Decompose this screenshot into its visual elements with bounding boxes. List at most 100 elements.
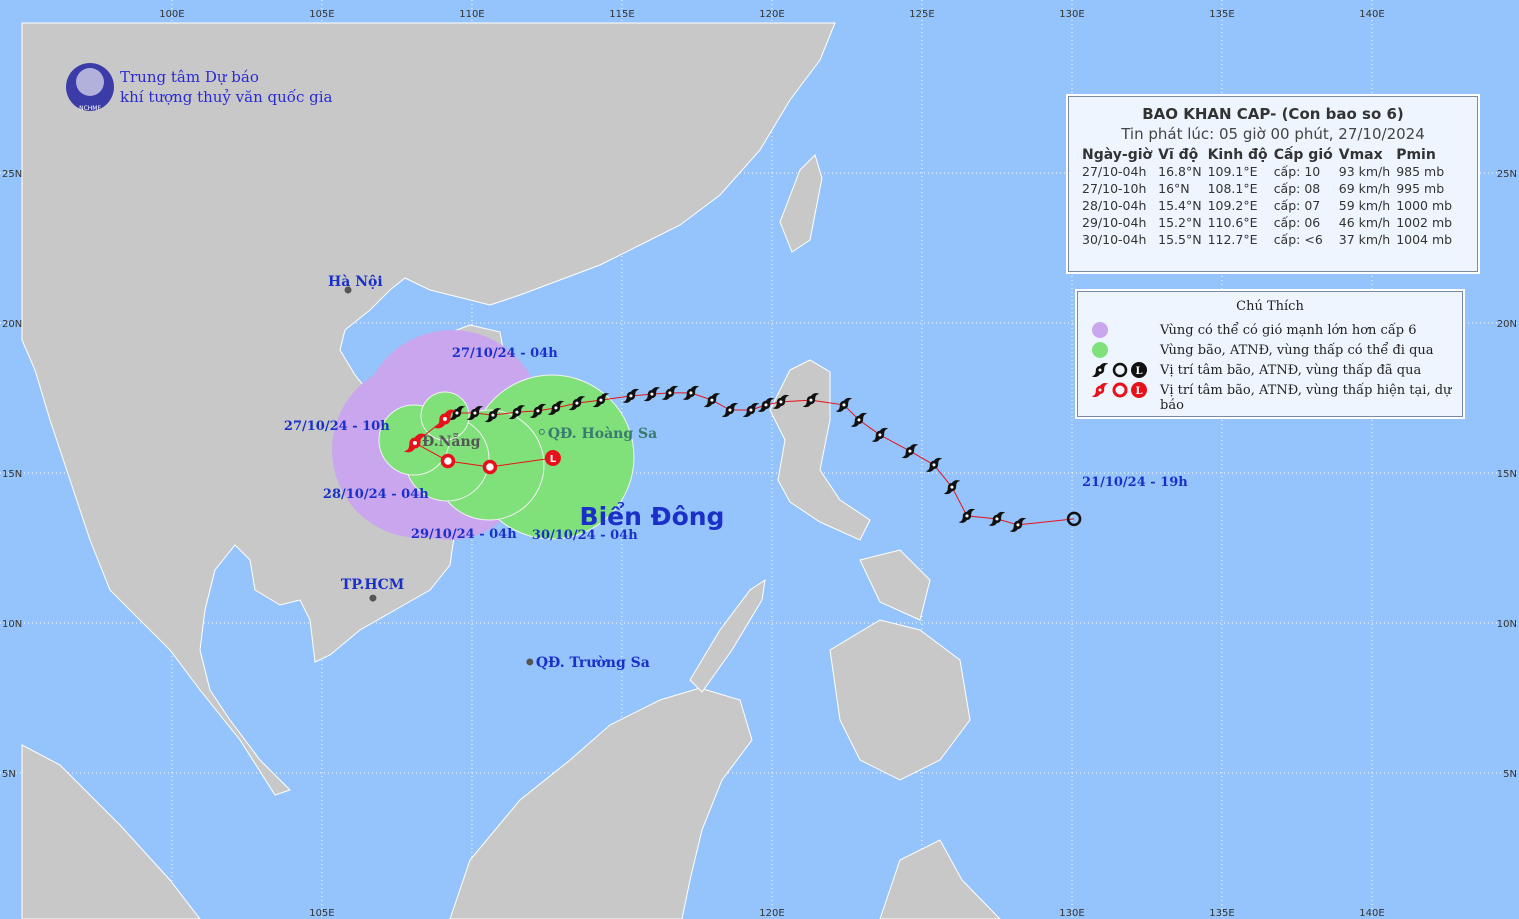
- bulletin: BAO KHAN CAP- (Con bao so 6) Tin phát lú…: [1068, 96, 1478, 272]
- table-cell: 1000 mb: [1396, 198, 1453, 213]
- table-row: 27/10-10h 16°N 108.1°E cấp: 08 69 km/h 995 mb: [1079, 180, 1455, 197]
- bulletin-issued: Tin phát lúc: 05 giờ 00 phút, 27/10/2024: [1121, 125, 1425, 143]
- table-cell: 28/10-04h: [1082, 198, 1147, 213]
- logo: NCHMF Trung tâm Dự báo khí tượng thuỷ vă…: [66, 63, 333, 112]
- table-cell: 59 km/h: [1338, 198, 1391, 213]
- forecast-position: [544, 450, 561, 467]
- table-cell: 16.8°N: [1158, 164, 1202, 179]
- legend-item: Vị trí tâm bão, ATNĐ, vùng thấp hiện tại…: [1160, 383, 1452, 413]
- x-tick-label: 120E: [759, 9, 784, 20]
- x-tick-label: 105E: [309, 9, 334, 20]
- palawan: [689, 578, 766, 693]
- mindanao: [829, 619, 971, 781]
- org-name: khí tượng thuỷ văn quốc gia: [120, 88, 333, 106]
- table-row: 28/10-04h 15.4°N 109.2°E cấp: 07 59 km/h 1000…: [1079, 197, 1455, 214]
- borneo: [449, 687, 753, 919]
- place-label: QĐ. Trường Sa: [536, 655, 650, 671]
- legend-icon: [1112, 362, 1128, 378]
- visayas: [859, 549, 931, 621]
- forecast-position: [440, 453, 456, 469]
- bulletin-table: Ngày-giờ Vĩ độ Kinh độ Cấp gió Vmax Pmin 27/10…: [1079, 145, 1455, 248]
- place-label: QĐ. Hoàng Sa: [548, 426, 657, 442]
- y-tick-label: 10N: [1497, 619, 1517, 630]
- x-tick-label: 115E: [609, 9, 634, 20]
- column-header: Pmin: [1396, 147, 1436, 163]
- table-cell: 108.1°E: [1207, 181, 1258, 196]
- y-tick-label: 15N: [1497, 469, 1517, 480]
- luzon: [769, 359, 871, 541]
- table-cell: 15.5°N: [1158, 232, 1202, 247]
- past-position: [1066, 511, 1082, 527]
- forecast-position: [482, 459, 498, 475]
- legend-item: Vùng bão, ATNĐ, vùng thấp có thể đi qua: [1160, 343, 1434, 358]
- legend-item: Vùng có thể có gió mạnh lớn hơn cấp 6: [1160, 323, 1417, 338]
- time-label: 27/10/24 - 10h: [284, 419, 390, 434]
- table-cell: 15.4°N: [1158, 198, 1202, 213]
- x-tick-label: 125E: [909, 9, 934, 20]
- legend-icon: [1091, 382, 1109, 398]
- x-tick-label: 140E: [1359, 9, 1384, 20]
- table-cell: 1004 mb: [1396, 232, 1453, 247]
- table-cell: 27/10-10h: [1082, 181, 1147, 196]
- x-tick-label: 100E: [159, 9, 184, 20]
- table-row: 29/10-04h 15.2°N 110.6°E cấp: 06 46 km/h 1002…: [1079, 214, 1455, 231]
- sulawesi: [879, 839, 1001, 919]
- table-cell: 69 km/h: [1338, 181, 1391, 196]
- legend-icon-text: L: [1135, 386, 1142, 397]
- column-header: Ngày-giờ: [1082, 147, 1153, 163]
- legend: Chú Thích L L Vùng có thể có gió mạnh lớ…: [1077, 291, 1463, 417]
- legend-icon: [1092, 342, 1108, 358]
- x-tick-label: 135E: [1209, 908, 1234, 919]
- column-header: Vĩ độ: [1158, 147, 1199, 163]
- legend-icon-text: L: [1135, 366, 1142, 377]
- land: [21, 22, 1001, 919]
- legend-icon: [1131, 362, 1147, 378]
- y-tick-label: 20N: [1497, 319, 1517, 330]
- column-header: Cấp gió: [1273, 147, 1333, 163]
- x-tick-label: 130E: [1059, 908, 1084, 919]
- table-cell: 110.6°E: [1207, 215, 1258, 230]
- y-tick-label: 10N: [2, 619, 22, 630]
- table-cell: 109.2°E: [1207, 198, 1258, 213]
- y-tick-label: 15N: [2, 469, 22, 480]
- table-row: 27/10-04h 16.8°N 109.1°E cấp: 10 93 km/h 985 …: [1079, 163, 1455, 180]
- taiwan: [779, 154, 823, 253]
- table-cell: cấp: 06: [1273, 215, 1321, 230]
- overlays: 21/10/24 - 19h 27/10/24 - 04h 27/10/24 - 1…: [284, 274, 1188, 671]
- column-header: Vmax: [1338, 147, 1383, 163]
- y-tick-label: 25N: [1497, 169, 1517, 180]
- sumatra: [21, 744, 201, 919]
- x-tick-label: 110E: [459, 9, 484, 20]
- legend-icon: [1131, 382, 1147, 398]
- place-label: TP.HCM: [341, 577, 404, 593]
- org-name: Trung tâm Dự báo: [120, 68, 259, 86]
- x-tick-label: 120E: [759, 908, 784, 919]
- table-cell: 29/10-04h: [1082, 215, 1147, 230]
- time-label: 27/10/24 - 04h: [452, 346, 558, 361]
- table-cell: 37 km/h: [1338, 232, 1391, 247]
- table-cell: cấp: 10: [1273, 164, 1321, 179]
- x-tick-label: 130E: [1059, 9, 1084, 20]
- time-label: 29/10/24 - 04h: [411, 527, 517, 542]
- table-cell: 109.1°E: [1207, 164, 1258, 179]
- table-row: 30/10-04h 15.5°N 112.7°E cấp: <6 37 km/h 1004…: [1079, 231, 1455, 248]
- time-label: 21/10/24 - 19h: [1082, 475, 1188, 490]
- sea-name: Biển Đông: [580, 501, 725, 531]
- place-dot: [538, 428, 545, 435]
- y-tick-label: 5N: [1503, 769, 1517, 780]
- legend-title: Chú Thích: [1236, 299, 1304, 314]
- place-label: Đ.Nẵng: [422, 431, 481, 450]
- y-tick-label: 25N: [2, 169, 22, 180]
- table-cell: 27/10-04h: [1082, 164, 1147, 179]
- table-cell: 16°N: [1158, 181, 1190, 196]
- legend-icon: [1092, 322, 1108, 338]
- past-track: [456, 392, 1075, 526]
- table-cell: 46 km/h: [1338, 215, 1391, 230]
- y-tick-label: 20N: [2, 319, 22, 330]
- table-cell: 30/10-04h: [1082, 232, 1147, 247]
- x-tick-label: 140E: [1359, 908, 1384, 919]
- legend-icons: L L: [1091, 322, 1147, 398]
- legend-icon: [1112, 382, 1128, 398]
- table-cell: cấp: 07: [1273, 198, 1321, 213]
